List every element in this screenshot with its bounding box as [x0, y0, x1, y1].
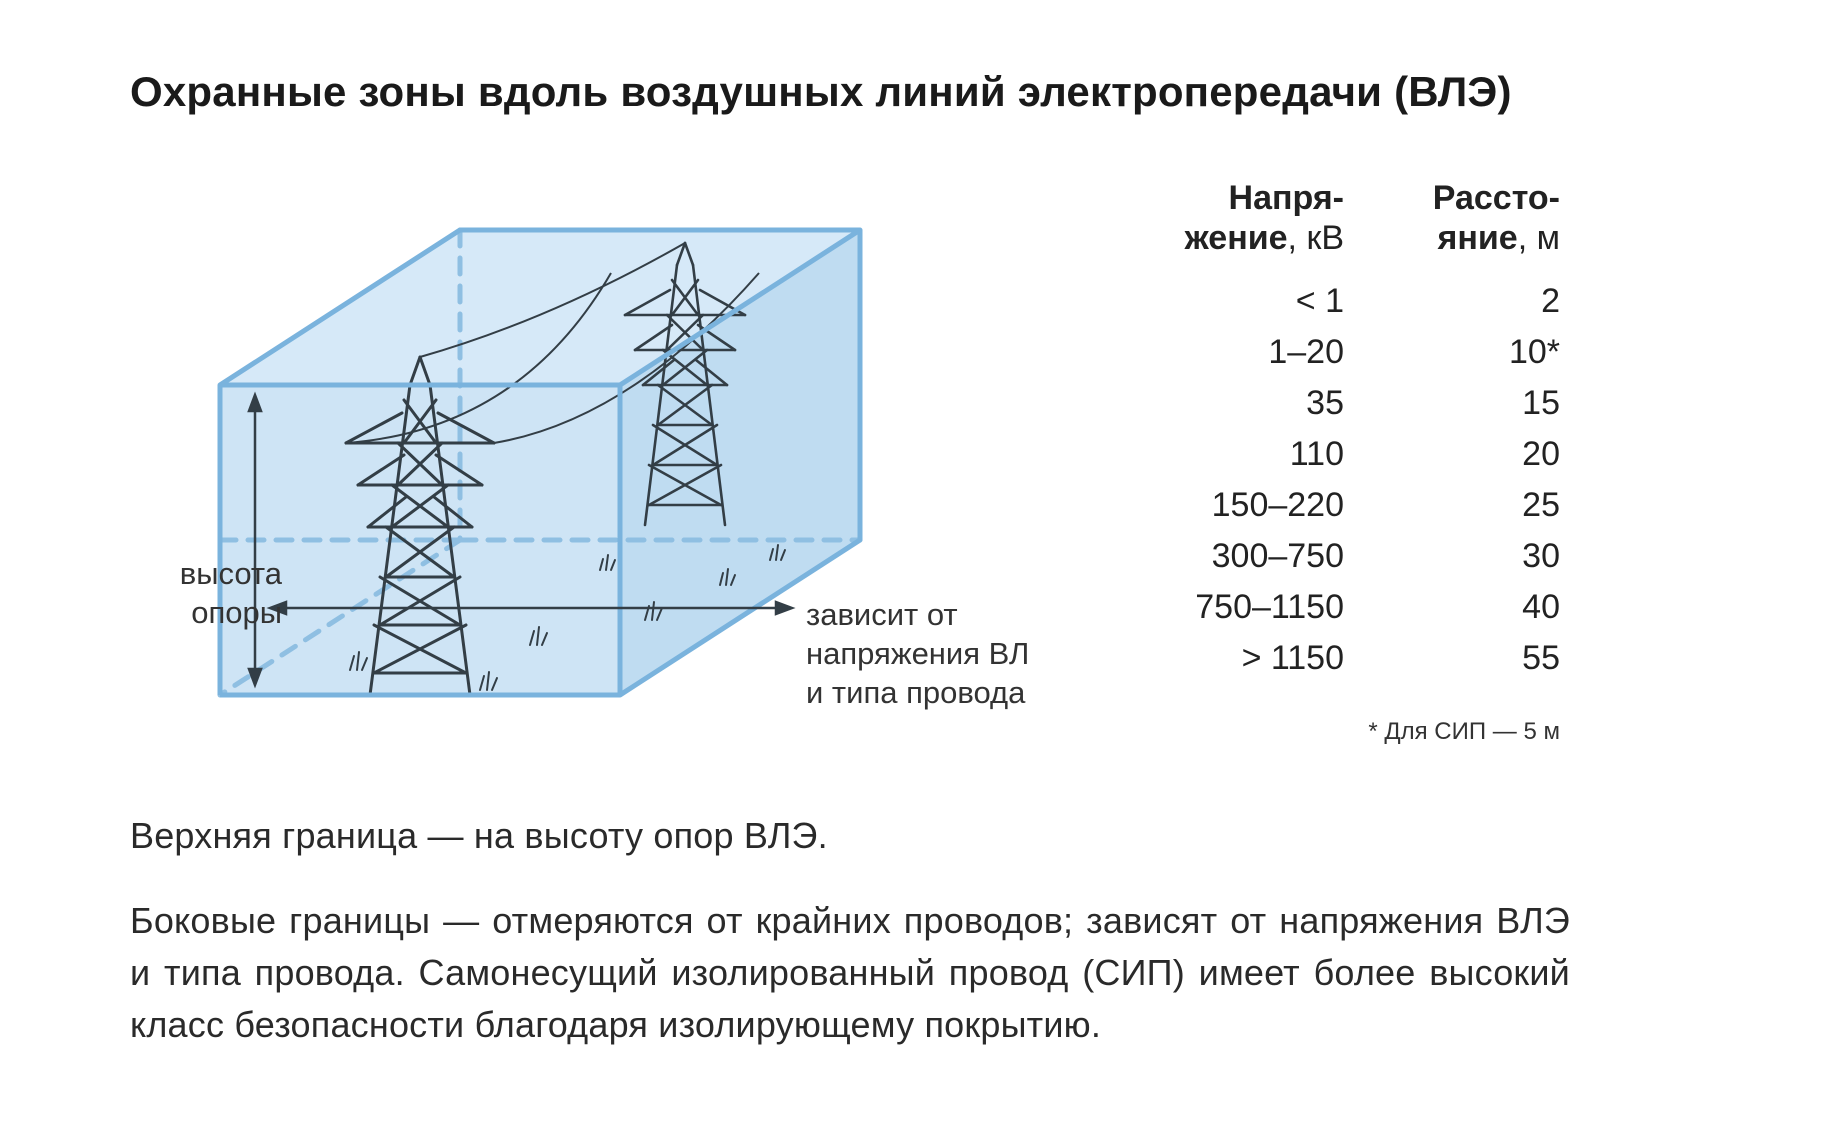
table-row: 11020 [1090, 429, 1570, 480]
table-header-row: Напря-жение, кВ Рассто-яние, м [1090, 178, 1570, 276]
label-tower-height: высота опоры [132, 555, 282, 633]
cell-voltage: 300–750 [1090, 531, 1354, 582]
cell-voltage: > 1150 [1090, 633, 1354, 684]
table-row: 300–75030 [1090, 531, 1570, 582]
cell-voltage: 110 [1090, 429, 1354, 480]
cell-distance: 25 [1354, 480, 1570, 531]
col-header-voltage: Напря-жение, кВ [1090, 178, 1354, 276]
cell-distance: 2 [1354, 276, 1570, 327]
cell-distance: 55 [1354, 633, 1570, 684]
table-row: 750–115040 [1090, 582, 1570, 633]
voltage-distance-table-wrap: Напря-жение, кВ Рассто-яние, м < 121–201… [1090, 178, 1570, 684]
cell-voltage: < 1 [1090, 276, 1354, 327]
cell-distance: 10* [1354, 327, 1570, 378]
cell-distance: 30 [1354, 531, 1570, 582]
cell-voltage: 750–1150 [1090, 582, 1354, 633]
voltage-distance-table: Напря-жение, кВ Рассто-яние, м < 121–201… [1090, 178, 1570, 684]
cell-voltage: 1–20 [1090, 327, 1354, 378]
label-height-l2: опоры [191, 595, 282, 630]
col-header-distance-unit: , м [1518, 219, 1560, 257]
table-body: < 121–2010*351511020150–22025300–7503075… [1090, 276, 1570, 684]
label-width-l2: напряжения ВЛ [806, 636, 1029, 671]
page-root: Охранные зоны вдоль воздушных линий элек… [0, 0, 1821, 1137]
label-zone-width: зависит от напряжения ВЛ и типа провода [806, 596, 1066, 712]
cell-distance: 40 [1354, 582, 1570, 633]
col-header-distance: Рассто-яние, м [1354, 178, 1570, 276]
cell-voltage: 35 [1090, 378, 1354, 429]
table-footnote: * Для СИП — 5 м [1090, 718, 1570, 746]
table-row: < 12 [1090, 276, 1570, 327]
table-row: 3515 [1090, 378, 1570, 429]
col-header-voltage-unit: , кВ [1288, 219, 1344, 257]
table-row: 1–2010* [1090, 327, 1570, 378]
paragraph-side-boundary: Боковые границы — отмеряются от крайних … [130, 895, 1570, 1052]
cell-distance: 20 [1354, 429, 1570, 480]
label-width-l3: и типа провода [806, 675, 1025, 710]
table-row: 150–22025 [1090, 480, 1570, 531]
paragraph-top-boundary: Верхняя граница — на высоту опор ВЛЭ. [130, 810, 1570, 862]
cell-distance: 15 [1354, 378, 1570, 429]
page-title: Охранные зоны вдоль воздушных линий элек… [130, 68, 1512, 116]
label-height-l1: высота [180, 556, 282, 591]
cell-voltage: 150–220 [1090, 480, 1354, 531]
label-width-l1: зависит от [806, 597, 958, 632]
table-row: > 115055 [1090, 633, 1570, 684]
